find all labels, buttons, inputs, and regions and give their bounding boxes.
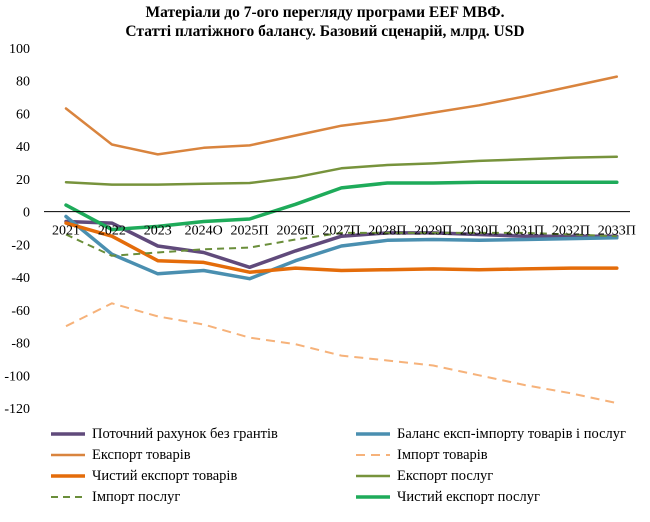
legend-item: Імпорт послуг: [50, 487, 180, 507]
series-line-5: [64, 155, 619, 186]
series-line-7: [64, 180, 619, 232]
y-tick-label: -80: [11, 337, 30, 352]
legend-label: Експорт послуг: [397, 467, 494, 484]
x-tick-label: 2030П: [460, 224, 498, 239]
legend-item: Імпорт товарів: [355, 445, 488, 465]
legend-item: Чистий експорт товарів: [50, 466, 237, 486]
legend-swatch: [356, 432, 390, 436]
series-layer: [64, 75, 619, 405]
y-tick-label: 60: [16, 107, 30, 122]
legend-label: Імпорт товарів: [397, 446, 488, 463]
y-tick-label: -60: [11, 304, 30, 319]
legend-item: Експорт товарів: [50, 445, 191, 465]
chart-title: Матеріали до 7-ого перегляду програми EE…: [0, 3, 650, 41]
legend-label: Баланс експ-імпорту товарів і послуг: [397, 425, 626, 442]
series-line-2: [64, 75, 619, 156]
x-tick-label: 2026П: [276, 224, 314, 239]
x-tick-label: 2021: [52, 224, 80, 239]
legend-swatch: [356, 454, 390, 456]
y-axis: 100 80 60 40 20 0 -20 -40 -60 -80 -100 -120: [4, 42, 30, 417]
x-tick-label: 2027П: [322, 224, 360, 239]
legend-item: Експорт послуг: [355, 466, 493, 486]
x-tick-label: 2031П: [506, 224, 544, 239]
x-axis: 2021 2022 2023 2024О 2025П 2026П 2027П 2028П 202…: [44, 211, 636, 239]
chart-title-line-1: Матеріали до 7-ого перегляду програми EE…: [145, 4, 505, 21]
x-tick-label: 2024О: [185, 224, 223, 239]
series-line-1: [64, 214, 619, 281]
y-tick-label: -20: [11, 238, 30, 253]
x-tick-label: 2033П: [598, 224, 636, 239]
series-line-4: [64, 221, 619, 274]
legend-item: Баланс експ-імпорту товарів і послуг: [355, 424, 626, 444]
x-tick-label: 2028П: [368, 224, 406, 239]
y-tick-label: -40: [11, 271, 30, 286]
series-line-3: [65, 302, 618, 405]
y-tick-label: -120: [4, 402, 30, 417]
legend-swatch: [51, 432, 85, 436]
legend-label: Імпорт послуг: [92, 488, 181, 505]
legend-item: Поточний рахунок без грантів: [50, 424, 278, 444]
legend-label: Експорт товарів: [92, 446, 191, 463]
series-line-0: [64, 219, 619, 270]
y-tick-label: 80: [16, 75, 30, 90]
legend-swatch: [51, 474, 85, 478]
x-tick-label: 2029П: [414, 224, 452, 239]
x-tick-label: 2032П: [552, 224, 590, 239]
x-tick-label: 2022: [98, 224, 126, 239]
y-tick-label: 40: [16, 140, 30, 155]
legend-swatch: [51, 496, 85, 498]
series-line-6: [65, 231, 617, 257]
legend-item: Чистий експорт послуг: [355, 487, 540, 507]
x-tick-label: 2025П: [231, 224, 269, 239]
legend-label: Чистий експорт послуг: [397, 488, 540, 505]
x-tick-label: 2023: [144, 224, 172, 239]
y-tick-label: -100: [4, 369, 30, 384]
legend: Поточний рахунок без грантів Баланс експ-…: [50, 424, 650, 520]
legend-label: Поточний рахунок без грантів: [92, 425, 278, 442]
legend-label: Чистий експорт товарів: [92, 467, 238, 484]
y-tick-label: 20: [16, 173, 30, 188]
legend-swatch: [356, 474, 390, 478]
chart-title-line-2: Статті платіжного балансу. Базовий сцена…: [125, 23, 525, 40]
legend-swatch: [356, 495, 390, 499]
legend-swatch: [51, 453, 85, 457]
y-tick-label: 100: [9, 42, 30, 57]
y-tick-label: 0: [23, 206, 30, 221]
